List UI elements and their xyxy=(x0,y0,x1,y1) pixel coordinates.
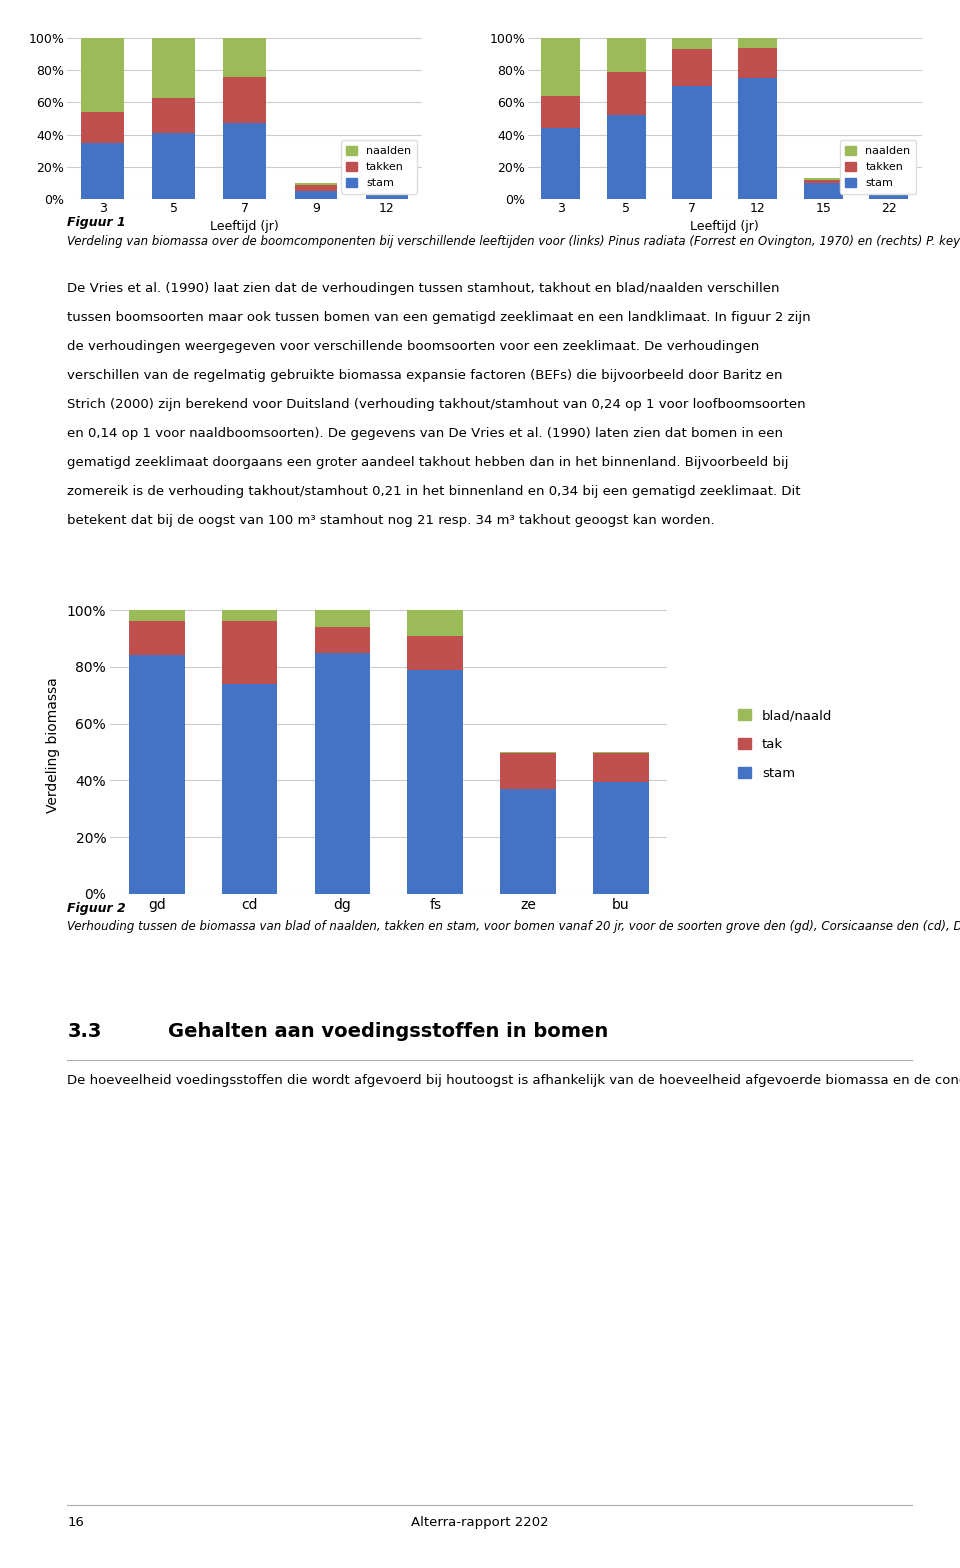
Bar xyxy=(82,38,124,111)
X-axis label: Leeftijd (jr): Leeftijd (jr) xyxy=(210,221,279,234)
Bar xyxy=(869,176,908,182)
Bar xyxy=(315,652,371,894)
Bar xyxy=(366,190,408,199)
Bar xyxy=(129,655,184,894)
Bar xyxy=(407,670,463,894)
Bar xyxy=(607,116,646,199)
Bar xyxy=(82,111,124,143)
Bar xyxy=(82,143,124,199)
Bar xyxy=(672,49,711,86)
Bar xyxy=(541,38,581,96)
Text: en 0,14 op 1 voor naaldboomsoorten). De gegevens van De Vries et al. (1990) late: en 0,14 op 1 voor naaldboomsoorten). De … xyxy=(67,428,783,441)
Bar xyxy=(407,610,463,635)
Bar xyxy=(738,78,778,199)
Bar xyxy=(366,179,408,190)
Bar xyxy=(593,782,649,894)
Text: verschillen van de regelmatig gebruikte biomassa expansie factoren (BEFs) die bi: verschillen van de regelmatig gebruikte … xyxy=(67,370,782,383)
Legend: blad/naald, tak, stam: blad/naald, tak, stam xyxy=(732,702,839,787)
Text: De Vries et al. (1990) laat zien dat de verhoudingen tussen stamhout, takhout en: De Vries et al. (1990) laat zien dat de … xyxy=(67,282,780,295)
Text: Verhouding tussen de biomassa van blad of naalden, takken en stam, voor bomen va: Verhouding tussen de biomassa van blad o… xyxy=(67,920,960,933)
Bar xyxy=(315,627,371,652)
Text: Gehalten aan voedingsstoffen in bomen: Gehalten aan voedingsstoffen in bomen xyxy=(168,1022,609,1041)
Bar xyxy=(869,174,908,176)
Text: Alterra-rapport 2202: Alterra-rapport 2202 xyxy=(411,1516,549,1529)
Bar xyxy=(153,38,195,97)
Text: 16: 16 xyxy=(67,1516,84,1529)
Bar xyxy=(541,96,581,129)
Text: gematigd zeeklimaat doorgaans een groter aandeel takhout hebben dan in het binne: gematigd zeeklimaat doorgaans een groter… xyxy=(67,456,789,469)
X-axis label: Leeftijd (jr): Leeftijd (jr) xyxy=(690,221,759,234)
Bar xyxy=(153,133,195,199)
Text: 3.3: 3.3 xyxy=(67,1022,102,1041)
Y-axis label: Verdeling biomassa: Verdeling biomassa xyxy=(46,677,60,812)
Bar xyxy=(295,185,337,191)
Bar xyxy=(804,183,843,199)
Bar xyxy=(222,610,277,621)
Text: de verhoudingen weergegeven voor verschillende boomsoorten voor een zeeklimaat. : de verhoudingen weergegeven voor verschi… xyxy=(67,340,759,353)
Bar xyxy=(366,177,408,179)
Text: tussen boomsoorten maar ook tussen bomen van een gematigd zeeklimaat en een land: tussen boomsoorten maar ook tussen bomen… xyxy=(67,312,811,325)
Bar xyxy=(153,97,195,133)
Bar xyxy=(222,621,277,684)
Bar xyxy=(222,684,277,894)
Bar xyxy=(607,72,646,116)
Text: Strich (2000) zijn berekend voor Duitsland (verhouding takhout/stamhout van 0,24: Strich (2000) zijn berekend voor Duitsla… xyxy=(67,398,805,411)
Bar xyxy=(407,635,463,670)
Bar xyxy=(541,129,581,199)
Legend: naalden, takken, stam: naalden, takken, stam xyxy=(840,140,916,193)
Bar xyxy=(224,77,266,124)
Bar xyxy=(500,789,556,894)
Bar xyxy=(224,124,266,199)
Text: betekent dat bij de oogst van 100 m³ stamhout nog 21 resp. 34 m³ takhout geoogst: betekent dat bij de oogst van 100 m³ sta… xyxy=(67,514,715,527)
Bar xyxy=(607,38,646,72)
Bar xyxy=(315,610,371,627)
Bar xyxy=(295,191,337,199)
Text: Verdeling van biomassa over de boomcomponenten bij verschillende leeftijden voor: Verdeling van biomassa over de boomcompo… xyxy=(67,235,960,248)
Bar xyxy=(738,38,778,47)
Bar xyxy=(129,621,184,655)
Text: zomereik is de verhouding takhout/stamhout 0,21 in het binnenland en 0,34 bij ee: zomereik is de verhouding takhout/stamho… xyxy=(67,486,801,499)
Bar xyxy=(804,180,843,183)
Bar xyxy=(500,753,556,789)
Bar xyxy=(593,753,649,782)
Bar xyxy=(804,179,843,180)
Bar xyxy=(224,38,266,77)
Bar xyxy=(738,47,778,78)
Bar xyxy=(869,182,908,199)
Bar xyxy=(295,183,337,185)
Bar xyxy=(672,86,711,199)
Text: Figuur 2: Figuur 2 xyxy=(67,902,126,914)
Bar xyxy=(129,610,184,621)
Bar xyxy=(672,38,711,49)
Legend: naalden, takken, stam: naalden, takken, stam xyxy=(341,140,417,193)
Text: Figuur 1: Figuur 1 xyxy=(67,216,126,229)
Text: De hoeveelheid voedingsstoffen die wordt afgevoerd bij houtoogst is afhankelijk : De hoeveelheid voedingsstoffen die wordt… xyxy=(67,1074,960,1087)
